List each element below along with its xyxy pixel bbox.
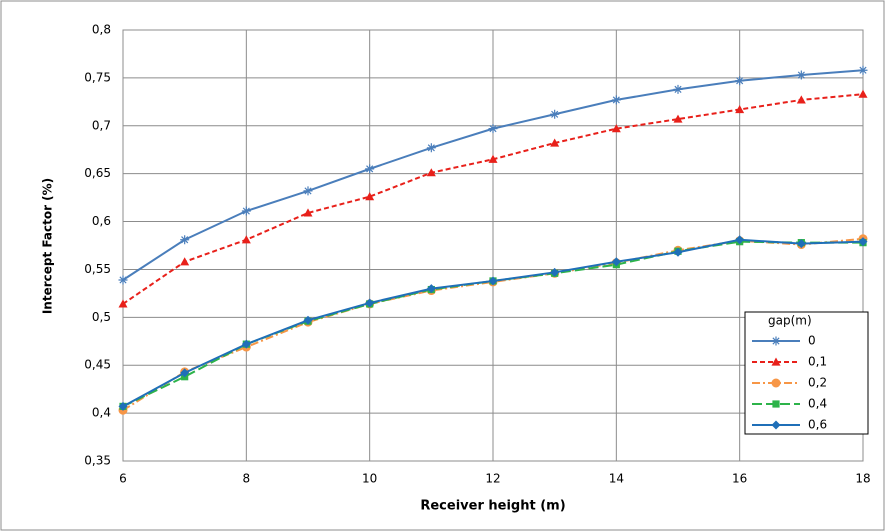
legend-marker bbox=[771, 420, 781, 430]
marker bbox=[365, 164, 375, 174]
marker bbox=[241, 206, 251, 216]
marker bbox=[118, 275, 128, 285]
x-tick-label: 8 bbox=[243, 472, 251, 486]
marker bbox=[735, 235, 745, 245]
marker bbox=[488, 276, 498, 286]
marker bbox=[611, 95, 621, 105]
marker bbox=[488, 154, 498, 163]
legend-marker bbox=[772, 400, 780, 408]
legend-marker bbox=[771, 357, 781, 366]
marker bbox=[488, 124, 498, 134]
y-tick-label: 0,45 bbox=[84, 358, 111, 372]
marker bbox=[241, 235, 251, 244]
marker bbox=[426, 284, 436, 294]
marker bbox=[180, 368, 190, 378]
x-tick-label: 14 bbox=[609, 472, 624, 486]
legend-marker bbox=[771, 378, 781, 388]
legend-box bbox=[744, 311, 869, 435]
marker bbox=[550, 138, 560, 147]
marker bbox=[611, 257, 621, 267]
x-tick-label: 16 bbox=[732, 472, 747, 486]
x-tick-label: 12 bbox=[485, 472, 500, 486]
legend-label: 0,4 bbox=[808, 397, 827, 411]
y-tick-label: 0,55 bbox=[84, 262, 111, 276]
marker bbox=[118, 299, 128, 308]
marker bbox=[858, 237, 868, 247]
y-tick-label: 0,75 bbox=[84, 70, 111, 84]
y-tick-label: 0,6 bbox=[92, 214, 111, 228]
marker bbox=[426, 143, 436, 153]
y-tick-label: 0,5 bbox=[92, 310, 111, 324]
marker bbox=[796, 95, 806, 104]
y-tick-label: 0,8 bbox=[92, 23, 111, 37]
marker bbox=[673, 114, 683, 123]
y-tick-label: 0,65 bbox=[84, 166, 111, 180]
legend-label: 0,1 bbox=[808, 355, 827, 369]
marker bbox=[735, 104, 745, 114]
marker bbox=[550, 109, 560, 119]
marker bbox=[303, 186, 313, 196]
x-tick-label: 18 bbox=[855, 472, 870, 486]
marker bbox=[550, 267, 560, 277]
x-axis-title: Receiver height (m) bbox=[420, 499, 565, 514]
marker bbox=[611, 124, 621, 133]
legend-title: gap(m) bbox=[768, 314, 812, 328]
marker bbox=[673, 247, 683, 257]
legend-marker bbox=[771, 336, 781, 346]
y-axis-title: Intercept Factor (%) bbox=[41, 178, 55, 314]
marker bbox=[858, 65, 868, 75]
marker bbox=[858, 89, 868, 98]
marker bbox=[180, 257, 190, 266]
marker bbox=[796, 70, 806, 80]
marker bbox=[426, 168, 436, 177]
y-tick-label: 0,35 bbox=[84, 454, 111, 468]
marker bbox=[303, 208, 313, 217]
legend-label: 0 bbox=[808, 334, 816, 348]
marker bbox=[673, 84, 683, 94]
marker bbox=[735, 76, 745, 86]
marker bbox=[365, 192, 375, 201]
x-tick-label: 10 bbox=[362, 472, 377, 486]
marker bbox=[180, 235, 190, 245]
marker bbox=[118, 401, 128, 411]
legend-label: 0,6 bbox=[808, 418, 827, 432]
legend-label: 0,2 bbox=[808, 376, 827, 390]
marker bbox=[365, 298, 375, 308]
marker bbox=[796, 239, 806, 249]
x-tick-label: 6 bbox=[119, 472, 127, 486]
y-tick-label: 0,4 bbox=[92, 406, 111, 420]
marker bbox=[303, 315, 313, 325]
marker bbox=[241, 339, 251, 349]
y-tick-label: 0,7 bbox=[92, 118, 111, 132]
